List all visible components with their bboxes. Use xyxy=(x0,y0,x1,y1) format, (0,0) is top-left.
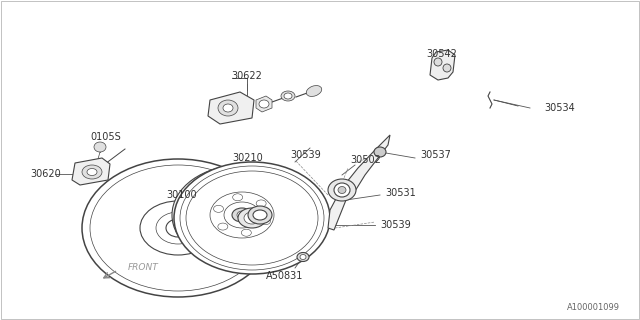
Ellipse shape xyxy=(232,208,252,222)
Ellipse shape xyxy=(284,93,292,99)
Ellipse shape xyxy=(253,210,267,220)
Ellipse shape xyxy=(82,165,102,179)
Ellipse shape xyxy=(174,162,330,274)
Polygon shape xyxy=(208,92,254,124)
Ellipse shape xyxy=(248,206,272,224)
Ellipse shape xyxy=(334,183,350,197)
Ellipse shape xyxy=(300,254,306,260)
Text: 30502: 30502 xyxy=(350,155,381,165)
Text: FRONT: FRONT xyxy=(128,262,159,271)
Ellipse shape xyxy=(218,100,238,116)
Circle shape xyxy=(434,58,442,66)
Polygon shape xyxy=(430,50,455,80)
Text: 30539: 30539 xyxy=(380,220,411,230)
Ellipse shape xyxy=(374,147,386,157)
Text: 30539: 30539 xyxy=(290,150,321,160)
Text: 30542: 30542 xyxy=(427,49,458,59)
Ellipse shape xyxy=(223,104,233,112)
Text: 30210: 30210 xyxy=(232,153,264,163)
Text: A50831: A50831 xyxy=(266,271,304,281)
Polygon shape xyxy=(72,158,110,185)
Polygon shape xyxy=(256,96,272,112)
Circle shape xyxy=(443,64,451,72)
Ellipse shape xyxy=(259,100,269,108)
Polygon shape xyxy=(342,135,390,200)
Ellipse shape xyxy=(87,169,97,175)
Text: 30622: 30622 xyxy=(232,71,262,81)
Ellipse shape xyxy=(338,187,346,194)
Text: 30534: 30534 xyxy=(544,103,575,113)
Ellipse shape xyxy=(238,208,266,228)
Ellipse shape xyxy=(307,85,322,96)
Polygon shape xyxy=(328,195,346,230)
Ellipse shape xyxy=(237,211,247,219)
Text: 30537: 30537 xyxy=(420,150,451,160)
Ellipse shape xyxy=(328,179,356,201)
Ellipse shape xyxy=(244,212,260,224)
Text: A100001099: A100001099 xyxy=(567,303,620,313)
Text: 30620: 30620 xyxy=(30,169,61,179)
Ellipse shape xyxy=(297,252,309,261)
Ellipse shape xyxy=(166,219,190,237)
Ellipse shape xyxy=(94,142,106,152)
Ellipse shape xyxy=(281,91,295,101)
Text: 30100: 30100 xyxy=(166,190,197,200)
Text: 0105S: 0105S xyxy=(90,132,121,142)
Ellipse shape xyxy=(82,159,274,297)
Text: 30531: 30531 xyxy=(385,188,416,198)
Ellipse shape xyxy=(172,165,312,265)
